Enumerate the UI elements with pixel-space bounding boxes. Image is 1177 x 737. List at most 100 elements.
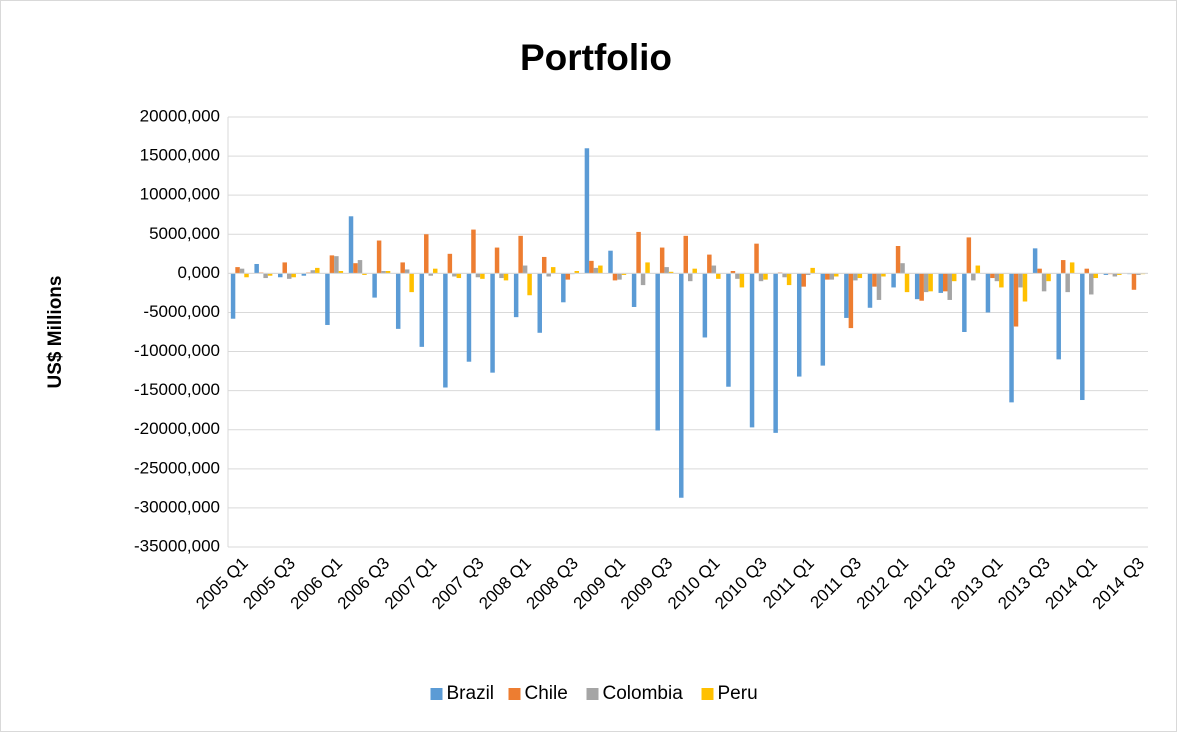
bar [385, 271, 391, 274]
bar [904, 273, 910, 293]
bar [853, 273, 858, 281]
bar [1093, 273, 1098, 279]
bar [636, 231, 641, 274]
bar [400, 262, 405, 274]
bar [758, 273, 764, 282]
bar [329, 255, 335, 274]
bar [443, 273, 448, 388]
bar [282, 262, 287, 274]
bar [825, 273, 830, 280]
bar [537, 273, 542, 333]
bar [522, 265, 528, 274]
bar [310, 270, 316, 274]
bar [254, 263, 259, 274]
bar [513, 273, 519, 318]
bar [598, 265, 603, 274]
bar [589, 260, 594, 274]
bar [1065, 273, 1070, 293]
bar [518, 235, 523, 274]
bar [702, 273, 708, 338]
bar [891, 273, 896, 288]
bar [546, 273, 551, 277]
bar [914, 273, 920, 300]
bar [947, 273, 952, 300]
bar [763, 273, 768, 280]
bar [395, 273, 401, 329]
bar [471, 229, 476, 274]
bar [707, 254, 712, 274]
bar [683, 235, 688, 274]
legend-label: Peru [718, 683, 758, 704]
bar [928, 273, 933, 292]
bar [786, 273, 792, 286]
y-tick-label: 15000,000 [140, 146, 220, 165]
bar [301, 273, 307, 276]
bar [593, 267, 599, 274]
bar [962, 273, 967, 332]
y-tick-label: -5000,000 [143, 302, 220, 321]
y-tick-label: -15000,000 [134, 380, 220, 399]
bar [291, 273, 296, 278]
bar [1103, 273, 1109, 275]
bar [716, 273, 721, 279]
bar [1037, 268, 1042, 274]
bar [503, 273, 509, 281]
bar [1136, 273, 1141, 275]
bar [966, 237, 972, 274]
bar [1022, 273, 1028, 302]
y-axis-label: US$ Millions [45, 276, 66, 389]
bar [688, 273, 693, 282]
y-tick-label: -10000,000 [134, 341, 220, 360]
bar [447, 253, 453, 274]
y-tick-label: -30000,000 [134, 497, 220, 516]
bar [608, 250, 613, 274]
bar [574, 271, 580, 274]
chart-title: Portfolio [520, 37, 672, 78]
bar [561, 273, 566, 303]
bar [659, 247, 665, 274]
bar [372, 273, 377, 298]
bar [857, 273, 863, 279]
bar [348, 216, 354, 274]
bar [263, 273, 268, 279]
bar [872, 273, 877, 287]
legend-swatch [430, 688, 443, 700]
bar [621, 273, 627, 275]
bar [975, 265, 981, 274]
bar [409, 273, 414, 293]
bar [230, 273, 236, 319]
legend-label: Chile [525, 683, 568, 704]
bar [726, 273, 731, 387]
bar [452, 273, 457, 277]
bar [550, 267, 556, 274]
bar [381, 271, 386, 274]
bar [1032, 248, 1038, 274]
bar [1117, 273, 1122, 275]
bar [730, 271, 736, 274]
bar [1112, 273, 1118, 277]
bar [480, 273, 485, 279]
bar [338, 271, 344, 274]
bar [612, 273, 618, 281]
bar [664, 267, 669, 274]
bar [938, 273, 944, 293]
bar [895, 246, 901, 274]
bar [1060, 260, 1066, 274]
bar [867, 273, 873, 308]
bar [834, 273, 839, 277]
bar [424, 234, 429, 274]
bar [923, 273, 929, 293]
bar [541, 256, 547, 274]
bar [754, 243, 759, 274]
bar [1041, 273, 1047, 292]
bar [645, 262, 650, 274]
bar [404, 269, 410, 274]
bar [527, 273, 532, 296]
bar [679, 273, 684, 498]
y-tick-label: -35000,000 [134, 536, 220, 555]
bar [1013, 273, 1019, 327]
bar [244, 273, 249, 278]
bar [943, 273, 948, 292]
bar [334, 256, 339, 274]
bar [1084, 268, 1090, 274]
